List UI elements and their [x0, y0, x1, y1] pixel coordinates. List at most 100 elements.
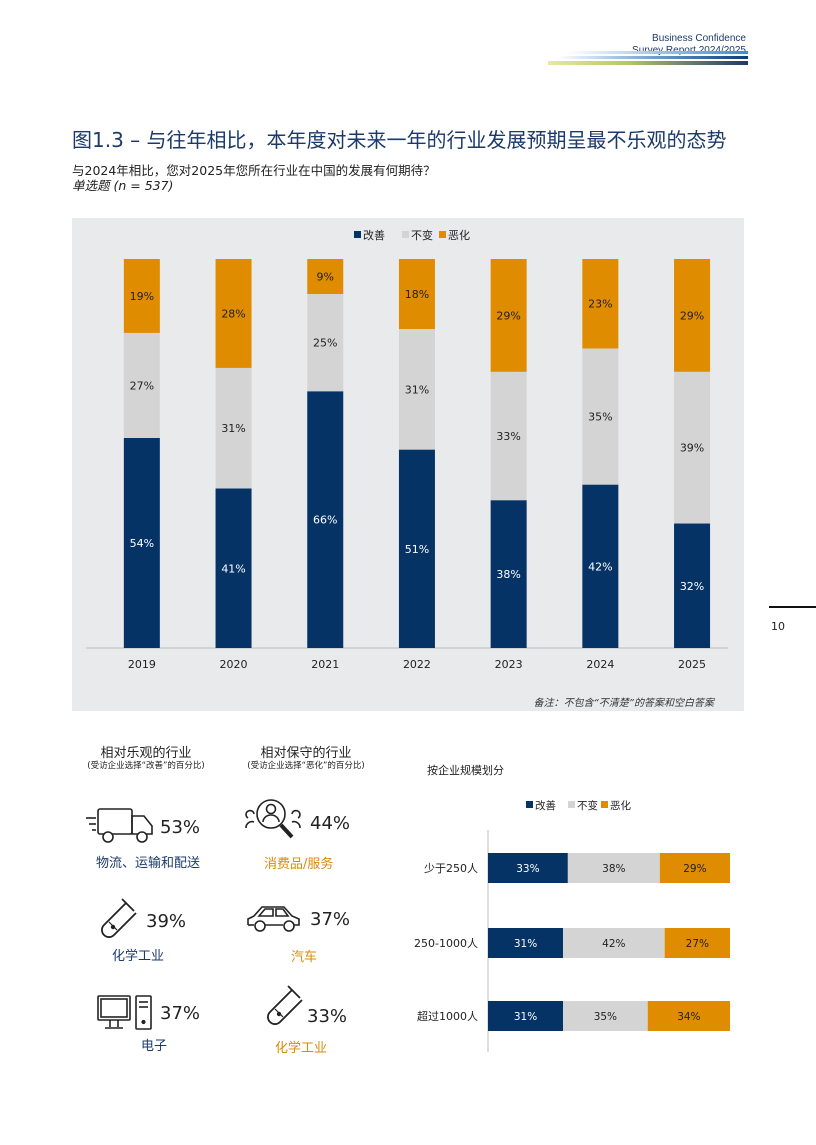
x-tick-label: 2022	[403, 658, 431, 671]
size-legend-swatch-3	[601, 801, 608, 808]
bar-segment	[582, 259, 619, 349]
conservative-subheading: (受访企业选择“恶化”的百分比)	[247, 761, 365, 771]
size-data-label: 35%	[594, 1011, 617, 1023]
data-label: 27%	[130, 379, 154, 392]
optimistic-value-2: 39%	[146, 911, 187, 932]
question-type: 单选题 (n = 537)	[72, 178, 174, 193]
optimistic-subheading: (受访企业选择“改善”的百分比)	[87, 761, 205, 771]
bar-segment	[582, 484, 619, 648]
size-legend-swatch-2	[568, 801, 575, 808]
size-bar-segment	[488, 928, 564, 958]
size-bar-segment	[664, 928, 730, 958]
bar-segment	[674, 371, 711, 524]
optimistic-value-3: 37%	[160, 1003, 201, 1024]
test-tube-icon	[101, 898, 137, 938]
bar-segment	[123, 437, 160, 648]
size-data-label: 31%	[514, 1011, 537, 1023]
data-label: 51%	[405, 543, 429, 556]
data-label: 38%	[496, 568, 520, 581]
truck-icon	[86, 808, 153, 843]
question-text: 与2024年相比，您对2025年您所在行业在中国的发展有何期待？	[72, 163, 436, 178]
optimistic-heading: 相对乐观的行业	[100, 746, 192, 761]
data-label: 18%	[405, 288, 429, 301]
size-data-label: 29%	[683, 863, 706, 875]
x-tick-label: 2021	[311, 658, 339, 671]
optimistic-label-1: 物流、运输和配送	[96, 856, 201, 871]
data-label: 66%	[313, 514, 337, 527]
data-label: 33%	[496, 430, 520, 443]
legend-label-1: 改善	[363, 228, 385, 242]
optimistic-value-1: 53%	[160, 817, 201, 838]
size-legend-swatch-1	[526, 801, 533, 808]
size-legend-label-1: 改善	[535, 799, 556, 812]
bar-segment	[123, 332, 160, 438]
size-bar-segment	[563, 928, 665, 958]
conservative-value-2: 37%	[310, 909, 351, 930]
x-tick-label: 2024	[586, 658, 614, 671]
size-stacked-bar-chart: 改善 不变 恶化 33% 38% 29% 少于250人 31% 42% 27% 250-1000人 3…	[414, 799, 730, 1052]
report-header-line2: Survey Report 2024/2025	[632, 45, 746, 56]
size-data-label: 27%	[686, 938, 709, 950]
legend-swatch-2	[402, 231, 409, 238]
data-label: 39%	[680, 442, 704, 455]
optimistic-label-2: 化学工业	[112, 949, 165, 964]
size-bar-segment	[563, 1001, 648, 1031]
data-label: 25%	[313, 337, 337, 350]
data-label: 29%	[496, 309, 520, 322]
legend-swatch-3	[439, 231, 446, 238]
bar-segment	[307, 259, 344, 295]
data-label: 31%	[405, 383, 429, 396]
optimistic-label-3: 电子	[141, 1039, 168, 1054]
data-label: 31%	[221, 422, 245, 435]
data-label: 9%	[317, 271, 334, 284]
consumer-search-icon	[245, 799, 301, 839]
data-label: 32%	[680, 580, 704, 593]
data-label: 23%	[588, 298, 612, 311]
bar-segment	[674, 523, 711, 648]
size-data-label: 38%	[602, 863, 625, 875]
x-tick-label: 2019	[128, 658, 156, 671]
conservative-label-3: 化学工业	[275, 1041, 328, 1056]
conservative-value-1: 44%	[310, 813, 351, 834]
size-bar-segment	[488, 853, 568, 883]
bar-segment	[215, 259, 252, 368]
page-number: 10	[771, 620, 785, 633]
size-category-label: 少于250人	[424, 862, 478, 875]
report-header: Business Confidence Survey Report 2024/2…	[632, 33, 746, 57]
computer-icon	[97, 995, 152, 1030]
bar-segment	[307, 294, 344, 392]
legend-label-3: 恶化	[448, 228, 470, 242]
data-label: 28%	[221, 307, 245, 320]
bar-segment	[398, 449, 435, 648]
bar-segment	[490, 371, 527, 501]
conservative-label-1: 消费品/服务	[264, 857, 334, 872]
conservative-label-2: 汽车	[291, 950, 318, 965]
legend-label-2: 不变	[411, 228, 433, 242]
size-chart-title: 按企业规模划分	[427, 764, 504, 777]
bar-segment	[215, 488, 252, 648]
data-label: 35%	[588, 411, 612, 424]
bar-segment	[215, 367, 252, 489]
size-data-label: 31%	[514, 938, 537, 950]
size-data-label: 42%	[602, 938, 625, 950]
size-category-label: 250-1000人	[414, 937, 478, 950]
data-label: 42%	[588, 560, 612, 573]
x-tick-label: 2020	[220, 658, 248, 671]
size-legend-label-2: 不变	[577, 799, 598, 812]
header-stripes	[548, 51, 748, 65]
size-bar-segment	[567, 853, 660, 883]
x-tick-label: 2025	[678, 658, 706, 671]
size-data-label: 33%	[516, 863, 539, 875]
size-bar-segment	[488, 1001, 564, 1031]
size-bar-segment	[659, 853, 730, 883]
car-icon	[247, 906, 300, 932]
bar-segment	[490, 259, 527, 372]
size-data-label: 34%	[677, 1011, 700, 1023]
bar-segment	[123, 259, 160, 333]
page-title: 图1.3 – 与往年相比，本年度对未来一年的行业发展预期呈最不乐观的态势	[72, 128, 727, 152]
data-label: 19%	[130, 290, 154, 303]
chart-note: 备注：不包含“不清楚”的答案和空白答案	[533, 698, 714, 709]
test-tube-icon	[267, 985, 303, 1025]
x-tick-label: 2023	[495, 658, 523, 671]
size-legend-label-3: 恶化	[610, 799, 631, 812]
